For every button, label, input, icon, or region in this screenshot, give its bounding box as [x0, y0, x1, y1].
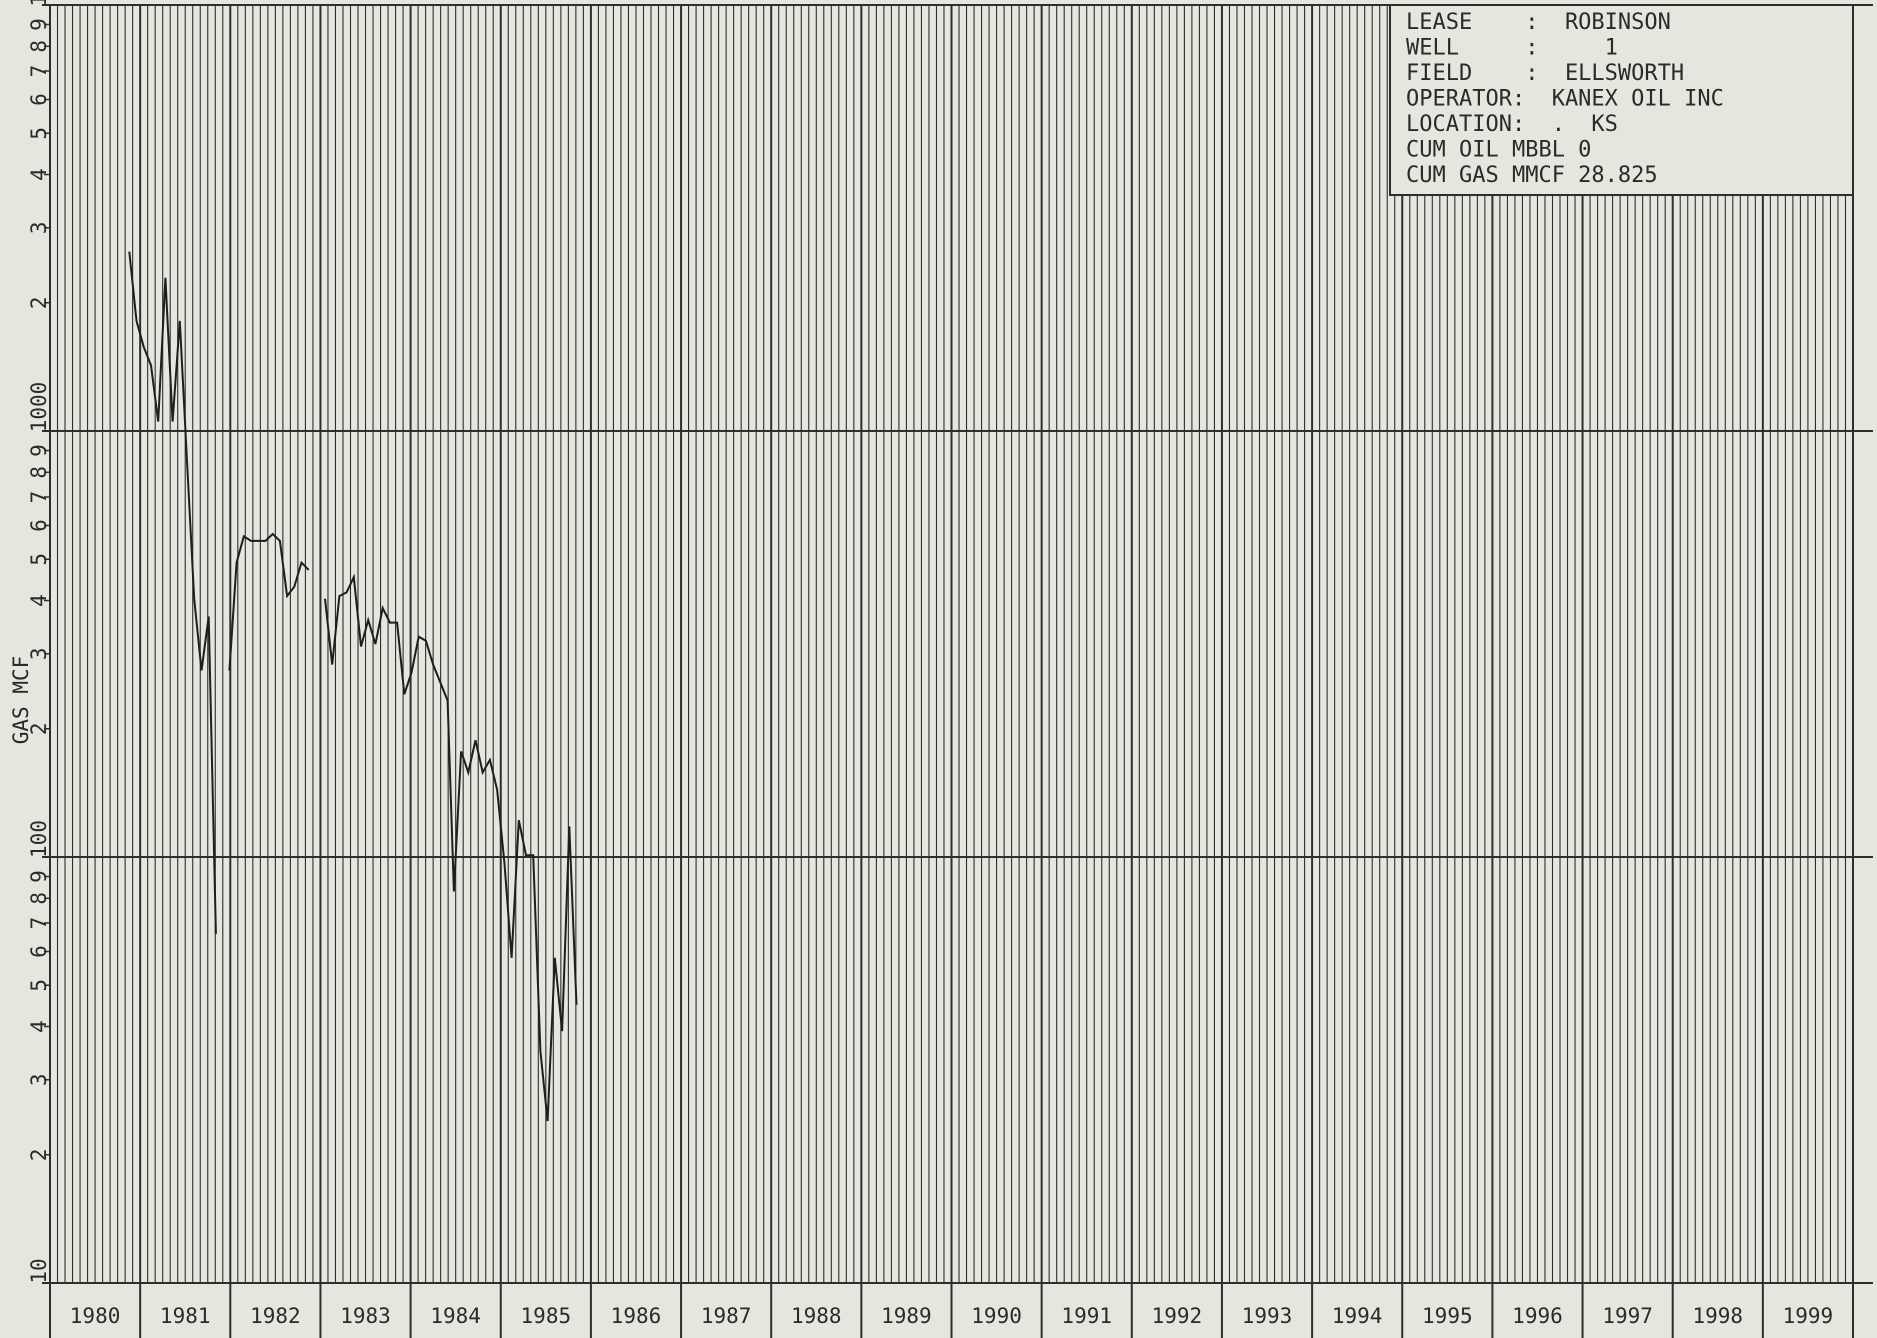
x-tick-label: 1994: [1332, 1304, 1383, 1328]
info-line: CUM GAS MMCF 28.825: [1406, 163, 1658, 188]
y-tick-label: 10000: [27, 0, 51, 7]
x-tick-label: 1993: [1242, 1304, 1293, 1328]
y-tick-label: 1000: [27, 382, 51, 433]
y-tick-label: 4: [27, 594, 51, 607]
y-tick-label: 10: [27, 1258, 51, 1283]
y-tick-label: 9: [27, 18, 51, 31]
x-tick-label: 1992: [1152, 1304, 1203, 1328]
y-tick-label: 5: [27, 127, 51, 140]
info-line: OPERATOR: KANEX OIL INC: [1406, 87, 1724, 112]
info-line: LOCATION: . KS: [1406, 112, 1618, 137]
y-tick-label: 7: [27, 65, 51, 78]
y-tick-label: 7: [27, 917, 51, 930]
x-tick-label: 1989: [881, 1304, 932, 1328]
y-tick-label: 5: [27, 553, 51, 566]
x-tick-label: 1982: [250, 1304, 301, 1328]
x-tick-label: 1997: [1602, 1304, 1653, 1328]
x-tick-label: 1998: [1692, 1304, 1743, 1328]
y-tick-label: 4: [27, 1020, 51, 1033]
y-tick-label: 8: [27, 466, 51, 479]
y-tick-label: 3: [27, 647, 51, 660]
y-tick-label: 100: [27, 820, 51, 858]
y-tick-label: 8: [27, 40, 51, 53]
y-tick-label: 9: [27, 444, 51, 457]
data-line: [128, 251, 578, 1122]
y-tick-label: 6: [27, 519, 51, 532]
y-tick-label: 7: [27, 491, 51, 504]
y-tick-label: 6: [27, 945, 51, 958]
info-line: LEASE : ROBINSON: [1406, 10, 1671, 35]
info-line: CUM OIL MBBL 0: [1406, 138, 1591, 163]
y-tick-label: 2: [27, 296, 51, 309]
x-tick-label: 1999: [1783, 1304, 1834, 1328]
y-tick-label: 2: [27, 722, 51, 735]
y-tick-label: 2: [27, 1148, 51, 1161]
x-tick-label: 1986: [611, 1304, 662, 1328]
y-tick-label: 3: [27, 221, 51, 234]
x-tick-label: 1980: [70, 1304, 121, 1328]
y-axis-label: GAS MCF: [9, 656, 33, 745]
x-tick-label: 1990: [971, 1304, 1022, 1328]
x-tick-label: 1981: [160, 1304, 211, 1328]
y-tick-label: 3: [27, 1073, 51, 1086]
x-tick-label: 1988: [791, 1304, 842, 1328]
y-tick-label: 5: [27, 979, 51, 992]
x-tick-label: 1987: [701, 1304, 752, 1328]
y-tick-label: 9: [27, 870, 51, 883]
y-tick-label: 4: [27, 168, 51, 181]
x-tick-label: 1985: [521, 1304, 572, 1328]
info-box: [1389, 4, 1854, 196]
info-line: WELL : 1: [1406, 36, 1618, 61]
y-tick-label: 6: [27, 93, 51, 106]
x-tick-label: 1991: [1061, 1304, 1112, 1328]
x-tick-label: 1983: [340, 1304, 391, 1328]
y-tick-label: 8: [27, 892, 51, 905]
x-tick-label: 1995: [1422, 1304, 1473, 1328]
info-line: FIELD : ELLSWORTH: [1406, 61, 1684, 86]
x-tick-label: 1996: [1512, 1304, 1563, 1328]
x-tick-label: 1984: [430, 1304, 481, 1328]
